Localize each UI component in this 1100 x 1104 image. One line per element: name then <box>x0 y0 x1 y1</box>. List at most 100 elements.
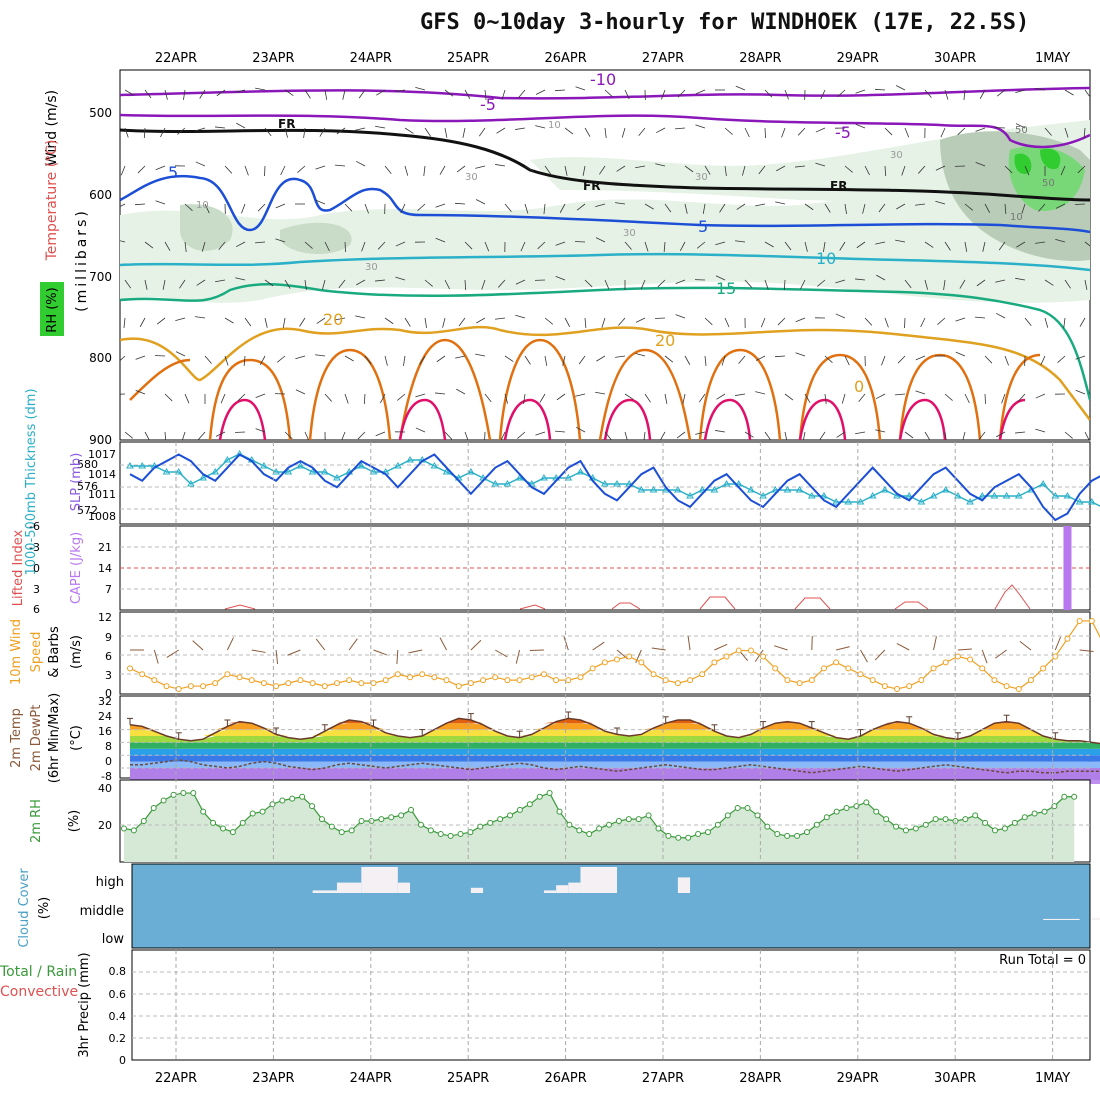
upper-ytick: 600 <box>89 188 112 202</box>
temp2m-tick: 24 <box>98 710 112 723</box>
rh2m-tick: 20 <box>98 819 112 832</box>
rh2m-point <box>1032 811 1037 816</box>
rh2m-point <box>250 811 255 816</box>
rh2m-point <box>399 813 404 818</box>
wind10-speed-point <box>931 666 936 671</box>
rh2m-point <box>151 805 156 810</box>
rh2m-point <box>884 817 889 822</box>
wind10-speed-point <box>846 666 851 671</box>
rh2m-point <box>636 817 641 822</box>
wind10-speed-point <box>992 678 997 683</box>
cloud-high-bar <box>544 890 556 893</box>
rh2m-unit: (%) <box>67 810 82 833</box>
wind10-speed-point <box>578 675 583 680</box>
cloud-high-bar <box>580 867 617 893</box>
rh2m-point <box>874 809 879 814</box>
wind10-speed-point <box>383 678 388 683</box>
wind10-speed-point <box>566 678 571 683</box>
rh2m-point <box>923 822 928 827</box>
bottom-date-label: 26APR <box>544 1071 586 1086</box>
rh2m-point <box>656 826 661 831</box>
wind10-speed-point <box>1004 684 1009 689</box>
cloud-unit: (%) <box>37 897 52 920</box>
upper-wind-barb <box>575 241 585 242</box>
cloud-high-bar <box>313 890 337 893</box>
rh-label-10-b: 10 <box>196 200 209 211</box>
upper-yaxis: 500 600 700 800 900 <box>89 106 112 447</box>
rh2m-tick: 40 <box>98 782 112 795</box>
wind10-speed-point <box>639 660 644 665</box>
rh2m-point <box>814 822 819 827</box>
wind10-speed-point <box>943 660 948 665</box>
wind10-speed-point <box>128 666 133 671</box>
rh2m-point <box>666 833 671 838</box>
cloud-high-bar <box>337 883 361 893</box>
rh2m-point <box>409 807 414 812</box>
contour-label-minus5-a: -5 <box>480 95 496 114</box>
rh2m-point <box>478 824 483 829</box>
cloud-high-bar <box>556 885 568 893</box>
wind10-speed-point <box>554 678 559 683</box>
temp2m-tick: 0 <box>105 755 112 768</box>
wind10-speed-point <box>225 672 230 677</box>
rh2m-point <box>300 794 305 799</box>
top-date-label: 23APR <box>252 51 294 66</box>
rh2m-point <box>913 826 918 831</box>
rh2m-point <box>1002 826 1007 831</box>
wind10-speed-point <box>347 678 352 683</box>
slp-tick: 1011 <box>88 488 116 501</box>
wind10-speed-point <box>955 654 960 659</box>
rh2m-point <box>616 819 621 824</box>
rh2m-point <box>131 828 136 833</box>
rh2m-point <box>418 822 423 827</box>
rh2m-point <box>310 804 315 809</box>
wind10-speed-point <box>651 672 656 677</box>
wind10-tick: 9 <box>105 631 112 644</box>
wind10-speed-point <box>761 654 766 659</box>
wind10-speed-point <box>1053 654 1058 659</box>
upper-ytick: 500 <box>89 106 112 120</box>
li-tick: 6 <box>33 603 40 616</box>
rh2m-point <box>349 828 354 833</box>
rh2m-point <box>557 809 562 814</box>
wind10-speed-point <box>834 660 839 665</box>
rh2m-point <box>676 835 681 840</box>
rh2m-point <box>122 826 127 831</box>
rh2m-point <box>834 809 839 814</box>
precip-ticks: 0.8 0.6 0.4 0.2 0 <box>109 965 127 1067</box>
rh2m-point <box>290 796 295 801</box>
rh2m-point <box>567 822 572 827</box>
contour-label-0: 0 <box>854 377 864 396</box>
wind10-speed-point <box>237 675 242 680</box>
wind10-speed-point <box>590 666 595 671</box>
wind10-tick: 6 <box>105 650 112 663</box>
li-tick: -6 <box>29 520 40 533</box>
rh2m-point <box>973 813 978 818</box>
wind10-speed-point <box>274 684 279 689</box>
rh2m-point <box>725 813 730 818</box>
wind10-speed-point <box>188 684 193 689</box>
chart-title: GFS 0~10day 3-hourly for WINDHOEK (17E, … <box>420 10 1029 35</box>
rh2m-point <box>1072 794 1077 799</box>
top-date-label: 29APR <box>837 51 879 66</box>
rh2m-point <box>597 826 602 831</box>
rh2m-point <box>547 791 552 796</box>
temp2m-band <box>130 768 1100 781</box>
bottom-date-label: 22APR <box>155 1071 197 1086</box>
rh-label-30-e: 30 <box>365 262 378 273</box>
wind10-speed-point <box>420 672 425 677</box>
li-tick: -3 <box>29 541 40 554</box>
contour-label-20-a: 20 <box>323 310 343 329</box>
precip-tick: 0.6 <box>109 988 127 1001</box>
wind10-speed-point <box>152 678 157 683</box>
rh-label-30-d: 30 <box>623 228 636 239</box>
rh2m-point <box>804 830 809 835</box>
rh2m-point <box>587 832 592 837</box>
precip-panel-frame <box>132 950 1090 1060</box>
wind10-speed-point <box>164 684 169 689</box>
bottom-date-label: 23APR <box>252 1071 294 1086</box>
precip-tick: 0 <box>119 1054 126 1067</box>
wind10-speed-point <box>176 687 181 692</box>
wind10-speed-point <box>748 648 753 653</box>
cloud-level-middle: middle <box>80 904 124 919</box>
